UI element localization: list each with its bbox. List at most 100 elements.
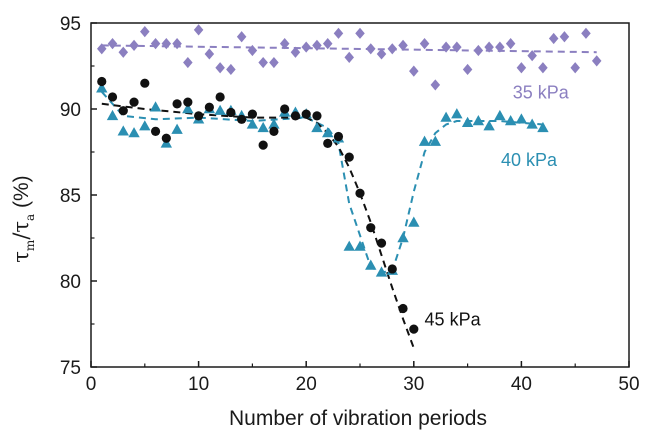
data-point-40-kpa — [461, 116, 474, 127]
data-point-35-kpa — [258, 56, 268, 69]
data-point-40-kpa — [257, 121, 269, 133]
data-point-35-kpa — [591, 55, 602, 67]
y-tick-label: 80 — [60, 272, 81, 293]
data-point-45-kpa — [280, 104, 290, 114]
data-point-40-kpa — [397, 232, 409, 243]
data-point-45-kpa — [344, 152, 354, 162]
data-point-35-kpa — [398, 39, 408, 51]
data-point-45-kpa — [204, 102, 214, 112]
data-point-35-kpa — [150, 38, 161, 50]
y-axis-title-tau-a: τ — [9, 221, 33, 233]
data-point-40-kpa — [429, 135, 442, 146]
data-point-35-kpa — [570, 62, 580, 74]
data-point-45-kpa — [269, 126, 279, 136]
x-tick-label: 40 — [511, 374, 532, 395]
data-point-45-kpa — [258, 140, 268, 150]
data-point-40-kpa — [117, 125, 129, 136]
data-point-40-kpa — [375, 266, 388, 277]
series-label-40-kpa: 40 kPa — [501, 150, 558, 170]
data-point-35-kpa — [107, 38, 118, 50]
y-axis-title-sub-a: a — [23, 214, 37, 221]
data-point-35-kpa — [301, 41, 311, 53]
data-point-35-kpa — [505, 38, 516, 50]
data-markers — [96, 24, 602, 334]
axes: 0 10 20 30 40 50 75 80 85 90 95 — [60, 14, 640, 395]
data-point-40-kpa — [451, 108, 463, 119]
y-axis-title: τm/τa (%) — [9, 175, 37, 262]
data-point-40-kpa — [214, 104, 226, 115]
x-axis-title: Number of vibration periods — [229, 407, 487, 430]
data-point-35-kpa — [430, 79, 441, 91]
data-point-40-kpa — [483, 120, 495, 131]
data-point-45-kpa — [387, 264, 397, 274]
data-point-35-kpa — [462, 63, 473, 76]
data-point-45-kpa — [247, 109, 257, 119]
data-point-35-kpa — [441, 41, 451, 53]
data-point-35-kpa — [312, 39, 322, 51]
x-tick-label: 0 — [86, 374, 97, 395]
data-point-40-kpa — [537, 121, 549, 133]
y-axis-title-slash: / — [9, 232, 33, 240]
data-point-35-kpa — [559, 31, 570, 43]
data-point-40-kpa — [322, 127, 334, 138]
data-point-40-kpa — [365, 259, 377, 270]
data-point-40-kpa — [96, 82, 108, 93]
data-point-35-kpa — [129, 39, 139, 51]
data-point-35-kpa — [215, 62, 225, 74]
data-point-45-kpa — [140, 78, 150, 88]
data-point-45-kpa — [355, 188, 365, 198]
data-point-35-kpa — [204, 48, 215, 60]
data-point-35-kpa — [183, 56, 193, 69]
data-point-40-kpa — [472, 115, 485, 126]
data-point-40-kpa — [311, 121, 323, 133]
data-point-35-kpa — [97, 43, 107, 55]
data-point-35-kpa — [387, 43, 398, 55]
data-point-40-kpa — [246, 118, 259, 129]
data-point-45-kpa — [107, 92, 118, 102]
data-point-45-kpa — [118, 106, 128, 116]
data-point-40-kpa — [526, 118, 538, 129]
svg-text:τm/τa (%): τm/τa (%) — [9, 175, 37, 262]
data-point-35-kpa — [548, 32, 559, 45]
data-point-45-kpa — [172, 99, 182, 109]
y-tick-label: 90 — [60, 100, 81, 121]
y-axis-title-tau-m: τ — [9, 251, 33, 263]
data-point-35-kpa — [527, 50, 537, 62]
data-point-35-kpa — [495, 41, 505, 53]
data-point-45-kpa — [398, 303, 408, 314]
data-point-35-kpa — [376, 48, 387, 60]
data-point-40-kpa — [440, 111, 452, 122]
data-point-35-kpa — [172, 38, 182, 50]
data-point-45-kpa — [312, 111, 322, 121]
data-point-45-kpa — [290, 111, 301, 121]
data-point-45-kpa — [237, 114, 247, 124]
data-point-35-kpa — [279, 38, 290, 50]
data-point-45-kpa — [97, 76, 107, 87]
data-point-35-kpa — [452, 41, 462, 53]
data-point-40-kpa — [408, 216, 420, 227]
data-point-45-kpa — [183, 97, 193, 107]
data-point-40-kpa — [128, 127, 140, 138]
data-point-40-kpa — [354, 240, 366, 251]
data-point-45-kpa — [409, 324, 419, 334]
data-point-40-kpa — [139, 120, 151, 131]
x-tick-label: 50 — [618, 374, 639, 395]
data-point-40-kpa — [515, 113, 528, 124]
x-tick-label: 10 — [188, 374, 209, 395]
data-point-35-kpa — [193, 24, 204, 36]
data-point-35-kpa — [290, 46, 301, 58]
data-point-35-kpa — [161, 38, 172, 50]
data-point-35-kpa — [247, 44, 258, 57]
labels: 35 kPa 40 kPa 45 kPa — [425, 83, 570, 330]
y-tick-label: 95 — [60, 14, 81, 35]
data-point-35-kpa — [236, 31, 247, 43]
y-axis-title-sub-m: m — [23, 239, 37, 251]
x-tick-label: 30 — [403, 374, 424, 395]
data-point-40-kpa — [171, 123, 183, 134]
data-point-45-kpa — [226, 107, 236, 118]
data-point-35-kpa — [140, 26, 150, 38]
data-point-35-kpa — [419, 38, 430, 50]
data-point-45-kpa — [301, 109, 311, 119]
data-point-35-kpa — [516, 62, 527, 74]
trend-line-45-kpa — [101, 102, 415, 349]
